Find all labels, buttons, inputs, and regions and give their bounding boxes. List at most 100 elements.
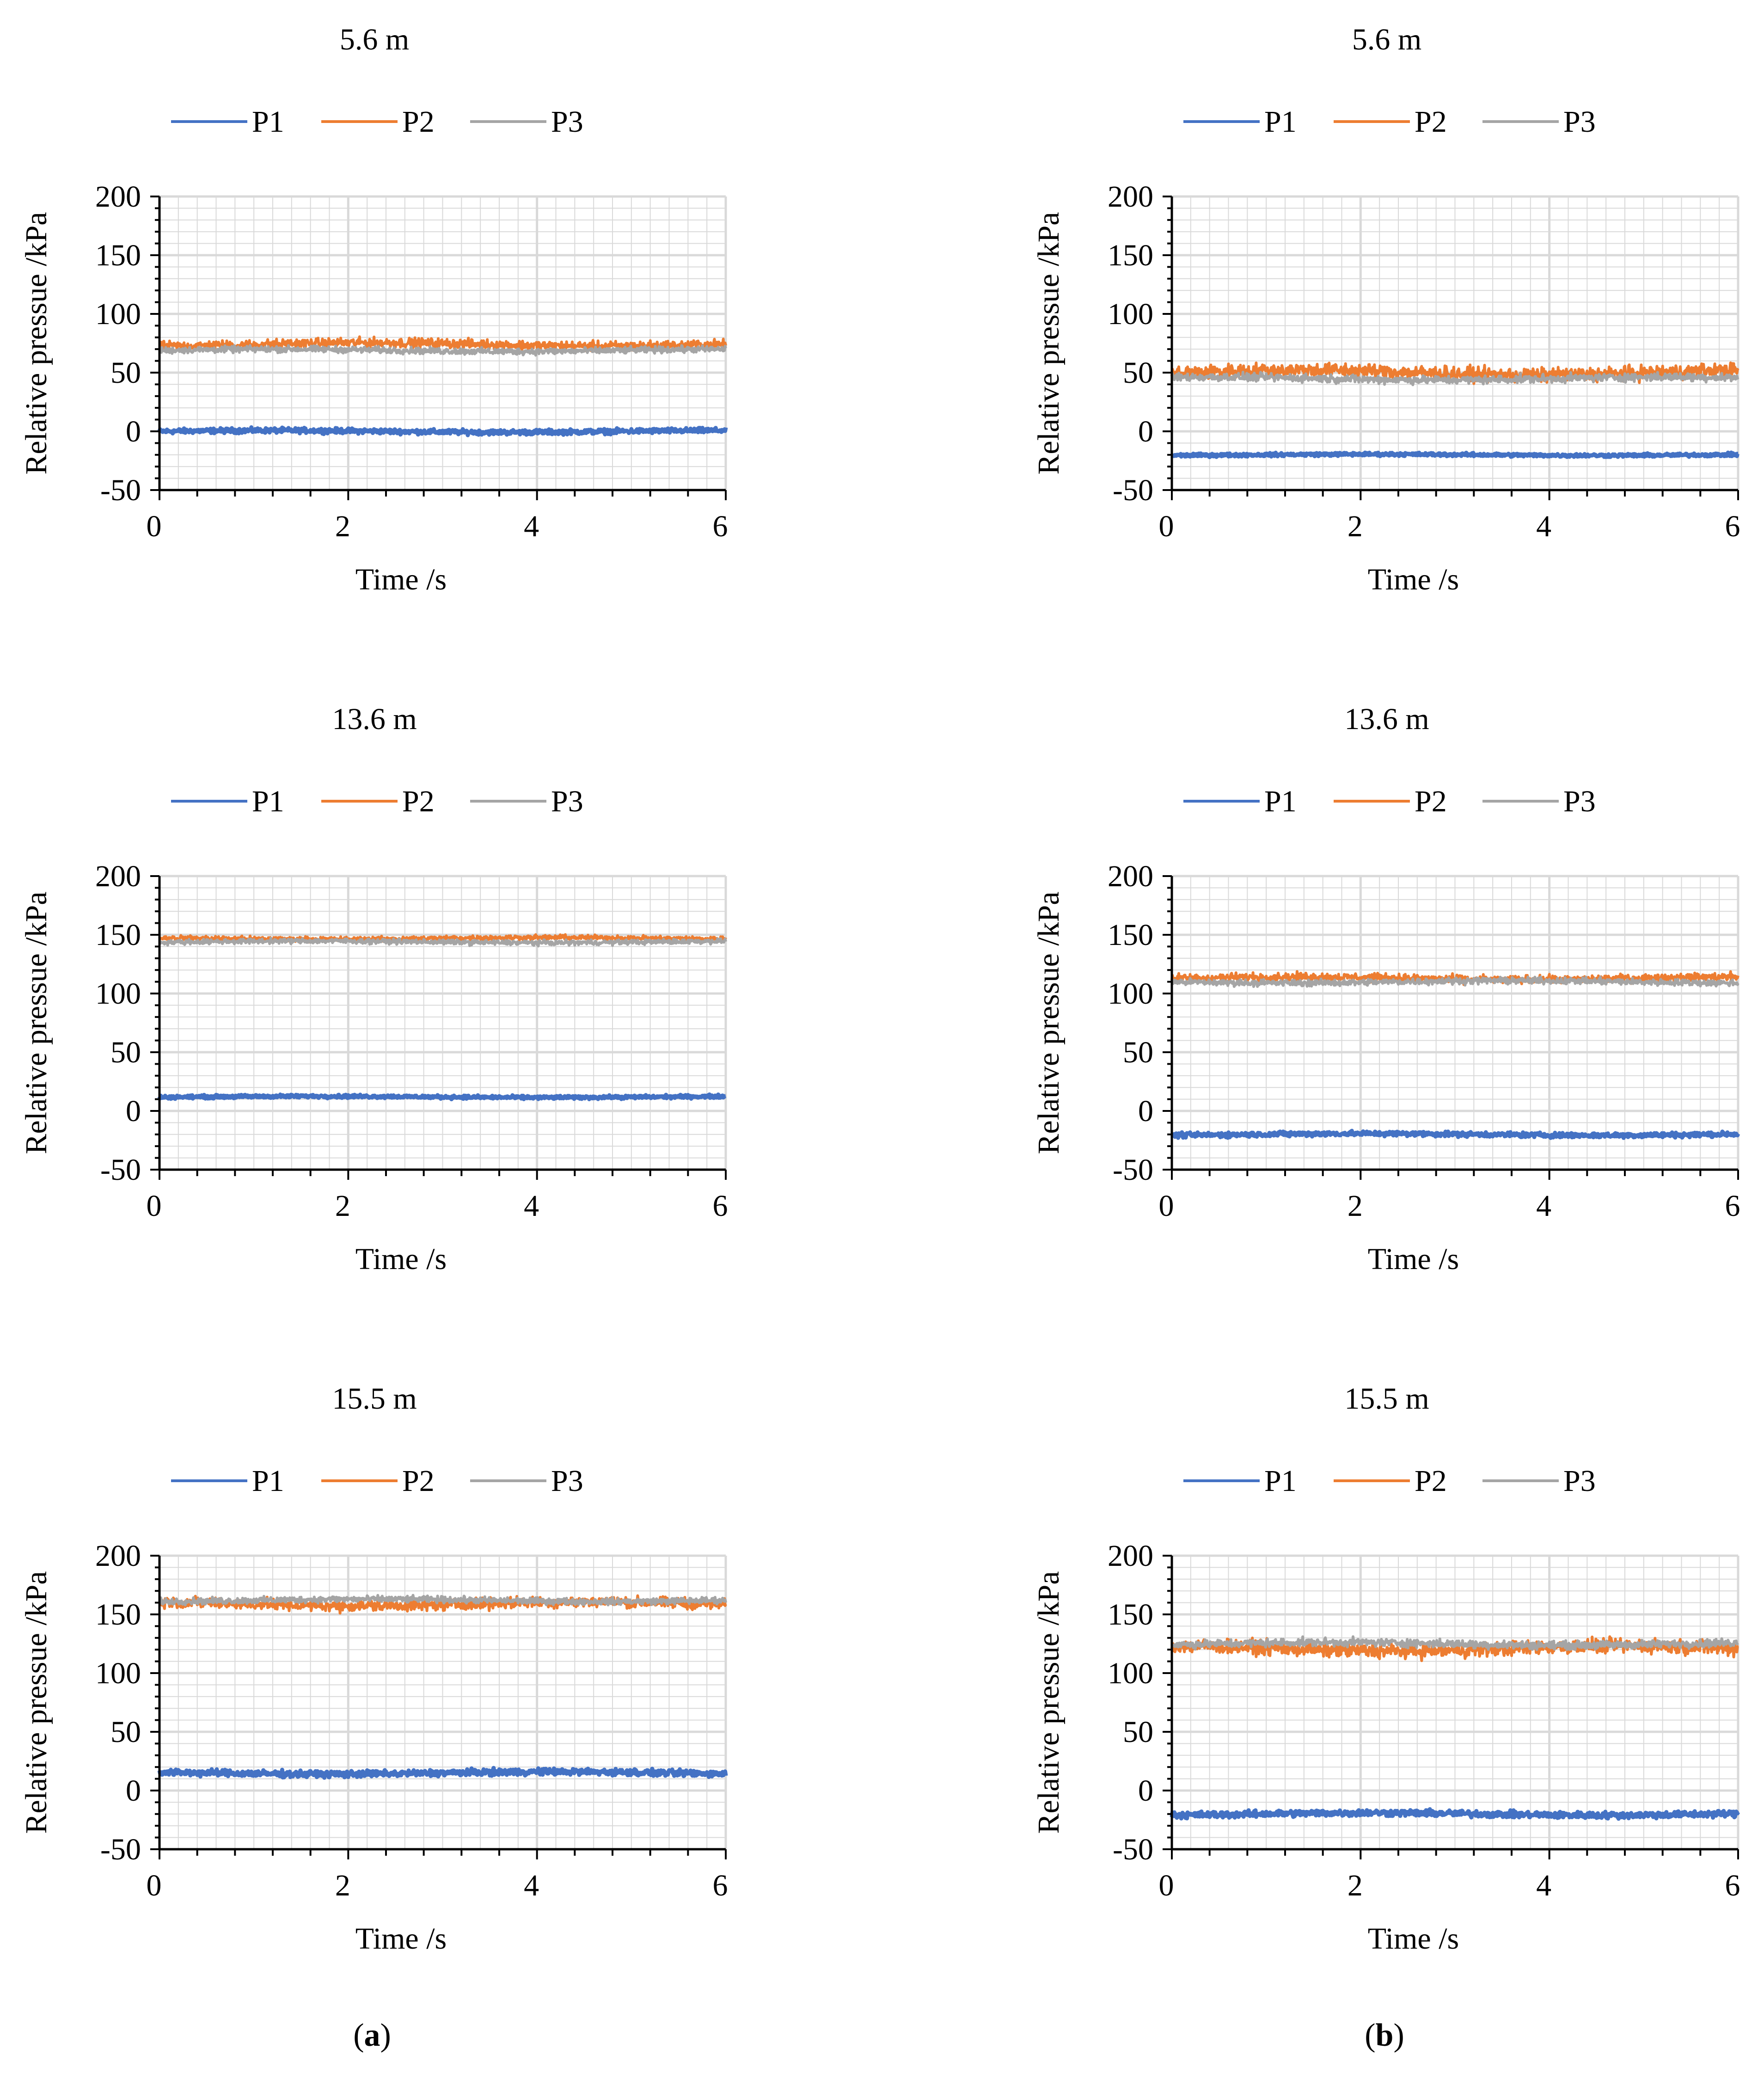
x-axis-title: Time /s	[1368, 1242, 1459, 1276]
y-tick-label: 150	[1108, 1598, 1153, 1631]
y-tick-label: 150	[95, 239, 141, 272]
legend-label: P3	[1563, 105, 1596, 139]
grid	[1170, 195, 1740, 491]
x-tick-label: 0	[147, 509, 162, 543]
x-tick-label: 2	[335, 1189, 350, 1223]
x-tick-label: 4	[524, 1869, 539, 1902]
y-tick-label: 150	[1108, 239, 1153, 272]
x-tick-label: 2	[1348, 509, 1363, 543]
x-tick-label: 6	[1725, 509, 1740, 543]
y-tick-label: -50	[1113, 1833, 1153, 1866]
y-tick-label: 200	[95, 180, 141, 214]
y-tick-label: 50	[1123, 1036, 1153, 1069]
panel-label-open: (	[1365, 2018, 1375, 2053]
y-tick-label: 200	[95, 1539, 141, 1573]
y-tick-label: 50	[110, 356, 141, 390]
y-tick-label: -50	[1113, 473, 1153, 507]
x-tick-label: 0	[147, 1189, 162, 1223]
y-tick-label: -50	[1113, 1153, 1153, 1187]
chart-title: 13.6 m	[332, 702, 416, 736]
legend-label: P1	[1264, 105, 1297, 139]
series-line-p2	[1170, 361, 1740, 385]
chart-title: 15.5 m	[332, 1382, 416, 1416]
legend-item-p3: P3	[1482, 105, 1596, 139]
y-tick-label: 200	[1108, 180, 1153, 214]
series-line-p1	[1170, 1807, 1740, 1821]
x-tick-label: 6	[713, 509, 728, 543]
legend-label: P2	[402, 1464, 435, 1498]
legend-item-p2: P2	[321, 1464, 435, 1498]
y-tick-label: -50	[100, 473, 141, 507]
legend-label: P3	[1563, 785, 1596, 818]
y-tick-label: 50	[1123, 356, 1153, 390]
x-tick-label: 4	[524, 509, 539, 543]
grid	[1170, 1554, 1740, 1851]
panel-label-close: )	[380, 2018, 391, 2053]
series-line-p1	[1170, 1128, 1740, 1140]
x-tick-label: 0	[147, 1869, 162, 1902]
legend-label: P1	[1264, 1464, 1297, 1498]
series-line-p3	[158, 344, 727, 357]
chart-title: 15.5 m	[1344, 1382, 1429, 1416]
panel-label-letter: b	[1376, 2018, 1394, 2053]
legend-item-p1: P1	[171, 105, 284, 139]
y-tick-label: 50	[110, 1036, 141, 1069]
x-tick-label: 4	[1536, 1869, 1551, 1902]
legend-label: P1	[252, 105, 284, 139]
x-axis-title: Time /s	[355, 563, 447, 596]
legend-item-p3: P3	[470, 1464, 583, 1498]
y-axis-title: Relative pressue /kPa	[1032, 1571, 1066, 1834]
legend-label: P2	[1415, 1464, 1447, 1498]
x-axis-title: Time /s	[355, 1922, 447, 1956]
series-line-p1	[157, 1092, 728, 1102]
legend-label: P3	[1563, 1464, 1596, 1498]
y-tick-label: 200	[1108, 1539, 1153, 1573]
y-tick-label: 100	[95, 977, 141, 1011]
y-tick-label: 50	[1123, 1715, 1153, 1749]
legend-label: P2	[1415, 785, 1447, 818]
y-axis-title: Relative pressue /kPa	[1032, 891, 1066, 1154]
y-tick-label: 0	[126, 1094, 141, 1128]
legend-item-p1: P1	[171, 785, 284, 818]
legend-item-p2: P2	[1334, 1464, 1447, 1498]
legend-item-p3: P3	[1482, 785, 1596, 818]
legend-item-p2: P2	[321, 785, 435, 818]
y-tick-label: 0	[1138, 1774, 1153, 1808]
y-tick-label: 0	[1138, 1094, 1153, 1128]
x-tick-label: 4	[1536, 1189, 1551, 1223]
legend-label: P2	[402, 785, 435, 818]
y-tick-label: 0	[1138, 415, 1153, 448]
series-line-p1	[157, 425, 728, 437]
panel-label-a: (a)	[353, 2018, 391, 2053]
legend-item-p3: P3	[470, 105, 583, 139]
series-line-p1	[1170, 450, 1740, 460]
y-tick-label: 50	[110, 1715, 141, 1749]
y-axis-title: Relative pressue /kPa	[19, 212, 53, 474]
panel-label-b: (b)	[1365, 2018, 1404, 2053]
legend-item-p1: P1	[171, 1464, 284, 1498]
x-tick-label: 2	[1348, 1869, 1363, 1902]
y-axis-title: Relative pressue /kPa	[1032, 212, 1066, 474]
y-tick-label: 200	[1108, 859, 1153, 893]
series-line-p3	[1170, 1635, 1739, 1651]
y-tick-label: 0	[126, 1774, 141, 1808]
legend-label: P1	[1264, 785, 1297, 818]
x-tick-label: 6	[713, 1869, 728, 1902]
y-axis-title: Relative pressue /kPa	[19, 891, 53, 1154]
chart-title: 13.6 m	[1344, 702, 1429, 736]
series-line-p1	[157, 1766, 728, 1780]
x-tick-label: 6	[713, 1189, 728, 1223]
x-axis-title: Time /s	[1368, 563, 1459, 596]
y-tick-label: 0	[126, 415, 141, 448]
panel-label-open: (	[353, 2018, 364, 2053]
legend-item-p1: P1	[1183, 105, 1297, 139]
y-tick-label: 100	[1108, 977, 1153, 1011]
legend-label: P2	[402, 105, 435, 139]
x-tick-label: 4	[1536, 509, 1551, 543]
series-line-p3	[1170, 975, 1740, 988]
legend-item-p2: P2	[321, 105, 435, 139]
